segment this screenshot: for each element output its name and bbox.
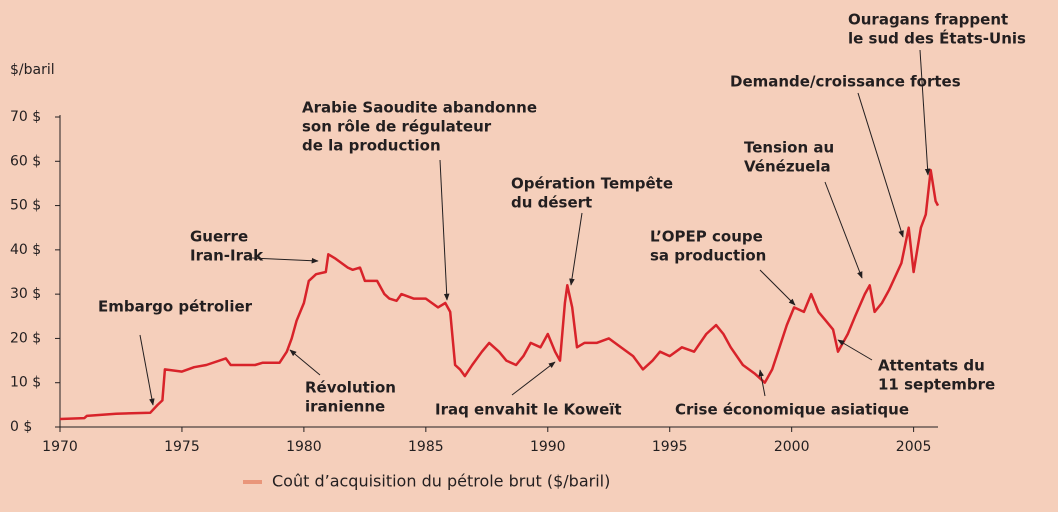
legend-label: Coût d’acquisition du pétrole brut ($/ba… <box>272 472 610 491</box>
annotation: le sud des États-Unis <box>848 29 1026 48</box>
annotation: Révolution <box>305 379 396 397</box>
x-tick-label: 1990 <box>530 439 566 455</box>
y-tick-label: 30 $ <box>10 286 41 302</box>
annotation: sa production <box>650 247 766 265</box>
annotation: Vénézuela <box>744 158 831 176</box>
annotation: Attentats du <box>878 357 985 375</box>
annotation-arrow <box>251 257 319 264</box>
annotation-arrow <box>759 269 796 306</box>
x-tick-label: 2000 <box>774 439 810 455</box>
annotation: Iraq envahit le Koweït <box>435 401 622 419</box>
annotation: Opération Tempête <box>511 175 673 193</box>
x-tick-label: 1975 <box>164 439 200 455</box>
annotation: Tension au <box>744 139 834 157</box>
annotation-arrow <box>569 212 583 286</box>
annotation: Crise économique asiatique <box>675 401 909 419</box>
annotation-arrow <box>289 349 321 376</box>
annotation: L’OPEP coupe <box>650 228 763 246</box>
annotation: du désert <box>511 194 592 212</box>
y-tick-label: 60 $ <box>10 153 41 169</box>
annotation: Ouragans frappent <box>848 11 1008 29</box>
y-axis-label: $/baril <box>10 62 55 78</box>
annotation: Demande/croissance fortes <box>730 73 961 91</box>
annotation: son rôle de régulateur <box>302 118 492 136</box>
annotation-arrow <box>758 369 766 397</box>
annotation: iranienne <box>305 398 385 416</box>
annotation: de la production <box>302 137 441 155</box>
annotation-arrow <box>511 361 556 396</box>
y-tick-label: 40 $ <box>10 242 41 258</box>
annotation-arrow <box>139 334 155 406</box>
x-tick-label: 2005 <box>896 439 932 455</box>
y-tick-label: 20 $ <box>10 330 41 346</box>
annotation: Iran-Irak <box>190 247 264 265</box>
x-tick-label: 1980 <box>286 439 322 455</box>
annotation: Arabie Saoudite abandonne <box>302 99 537 117</box>
annotation: Embargo pétrolier <box>98 298 253 316</box>
annotation-arrow <box>837 339 873 361</box>
y-tick-label: 70 $ <box>10 109 41 125</box>
y-tick-label: 50 $ <box>10 198 41 214</box>
annotation: 11 septembre <box>878 376 995 394</box>
data-line <box>59 168 940 421</box>
annotation-arrow <box>439 159 450 301</box>
x-tick-label: 1995 <box>652 439 688 455</box>
annotation-arrow <box>919 49 931 176</box>
annotation-arrow <box>857 92 904 238</box>
y-tick-label: 10 $ <box>10 375 41 391</box>
annotation-arrow <box>824 181 863 279</box>
annotation: Guerre <box>190 228 248 246</box>
y-tick-label: 0 $ <box>10 419 32 435</box>
x-tick-label: 1970 <box>42 439 78 455</box>
x-tick-label: 1985 <box>408 439 444 455</box>
